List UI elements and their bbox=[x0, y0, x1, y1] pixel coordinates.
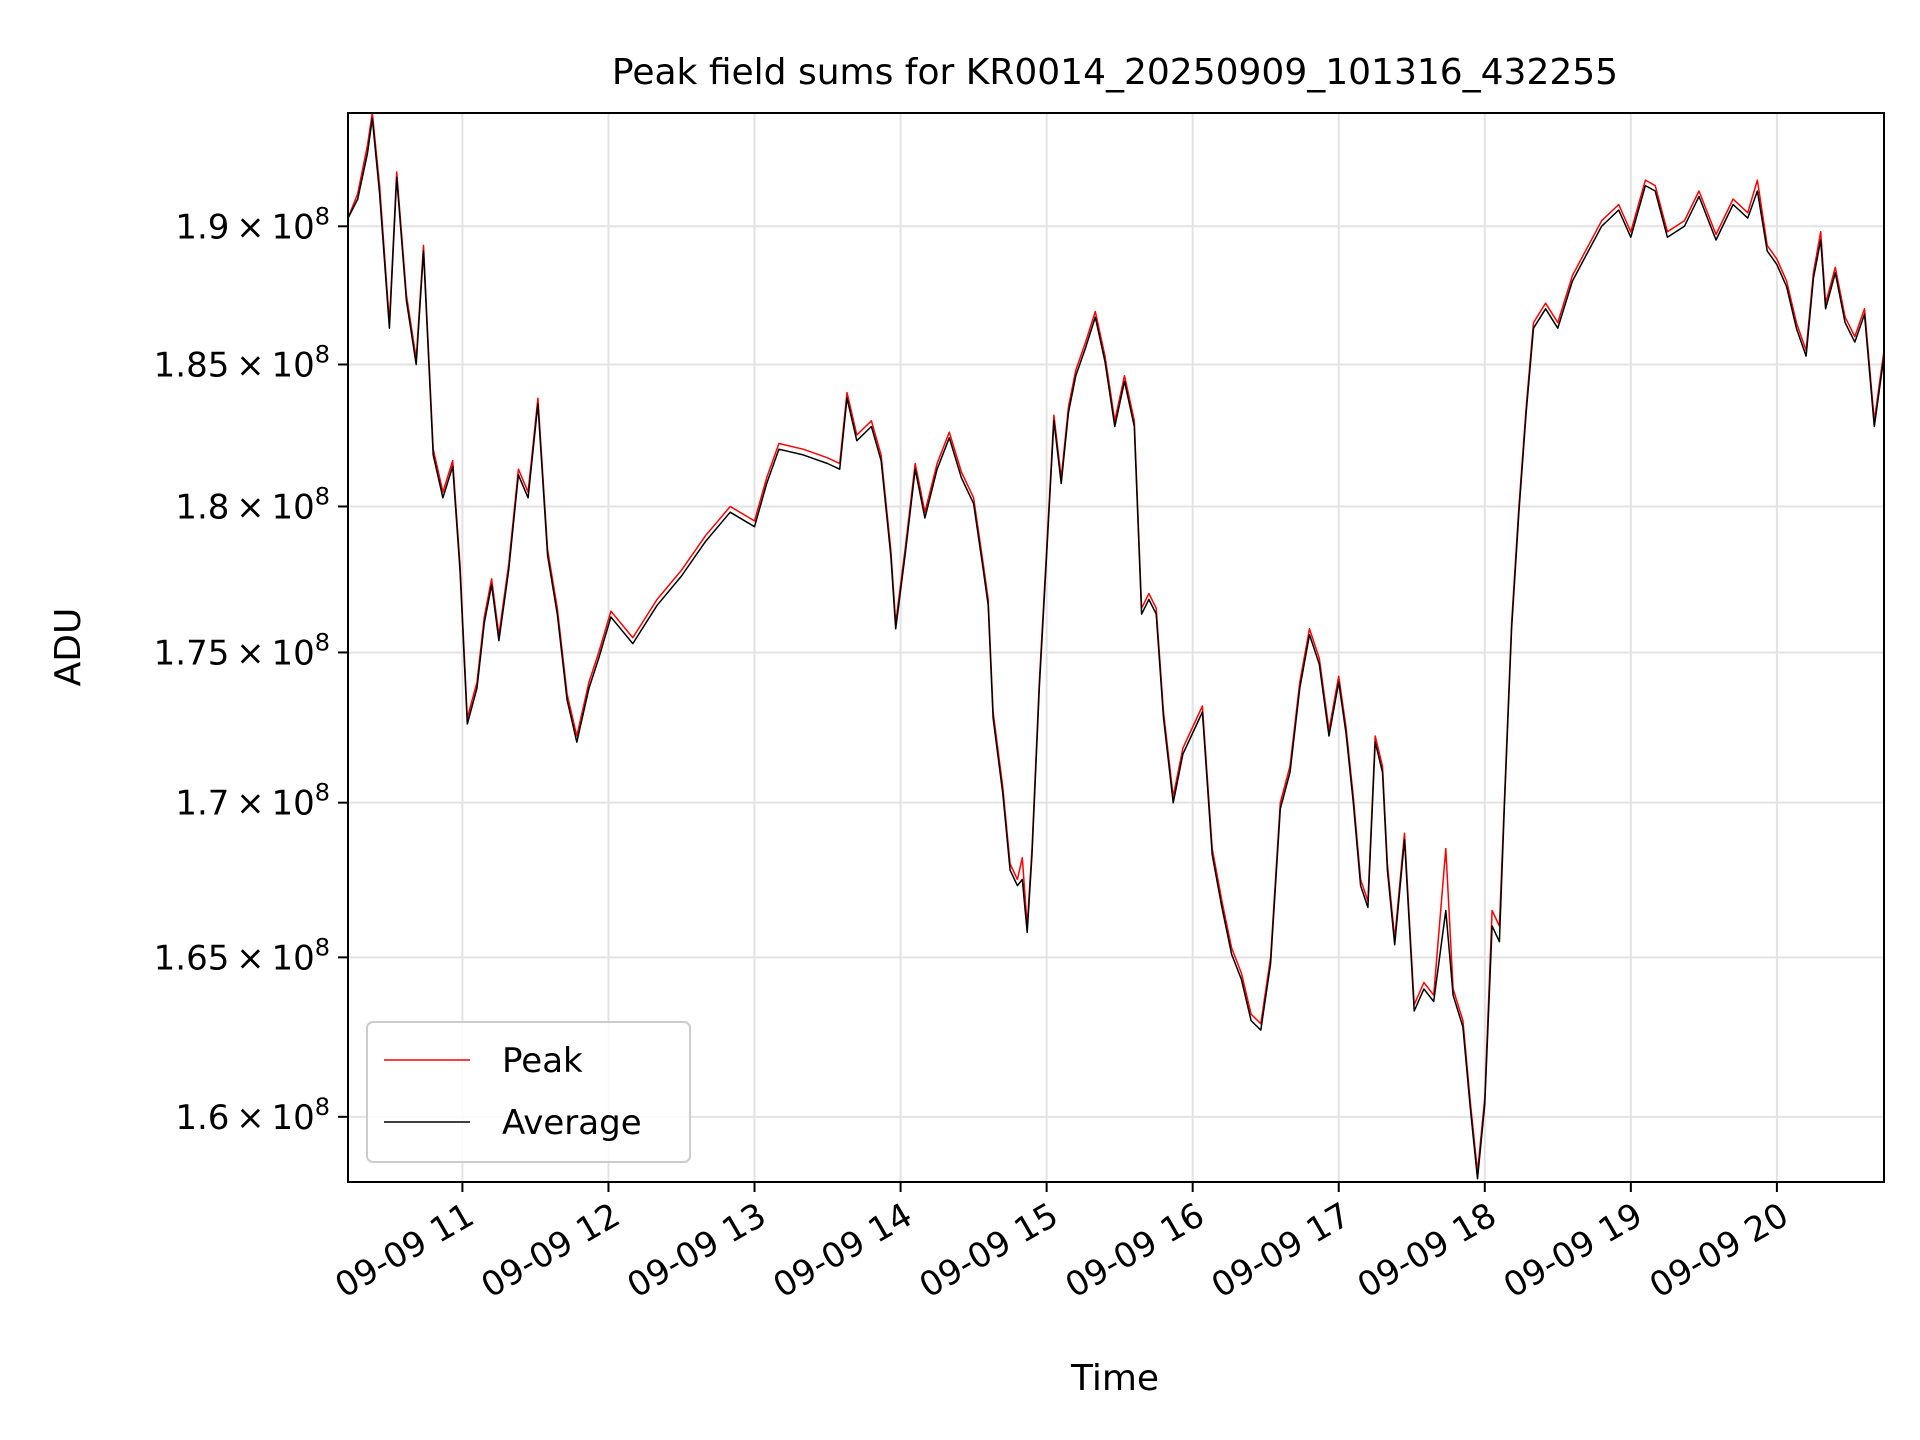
x-axis-label: Time bbox=[1070, 1358, 1159, 1399]
y-tick-label: 1.6 × 108 bbox=[175, 1093, 330, 1138]
plot-area bbox=[347, 112, 1885, 1180]
y-axis: 1.6 × 108 1.65 × 108 1.7 × 108 1.75 × 108 1.… bbox=[154, 202, 348, 1138]
legend-label-average: Average bbox=[502, 1103, 642, 1143]
legend-box bbox=[366, 1021, 691, 1163]
y-tick-label: 1.65 × 108 bbox=[154, 933, 330, 978]
y-tick-label: 1.7 × 108 bbox=[175, 779, 330, 824]
legend-label-peak: Peak bbox=[502, 1041, 583, 1081]
y-tick-label: 1.8 × 108 bbox=[175, 482, 330, 527]
legend: Peak Average bbox=[366, 1021, 691, 1163]
y-tick-label: 1.9 × 108 bbox=[175, 202, 330, 247]
y-tick-label: 1.85 × 108 bbox=[154, 340, 330, 385]
series-line-average bbox=[347, 117, 1885, 1180]
grid bbox=[348, 113, 1884, 1182]
y-tick-label: 1.75 × 108 bbox=[154, 628, 330, 673]
y-axis-label: ADU bbox=[48, 608, 89, 687]
chart-title: Peak field sums for KR0014_20250909_1013… bbox=[612, 52, 1618, 93]
axes-frame bbox=[347, 112, 1885, 1183]
